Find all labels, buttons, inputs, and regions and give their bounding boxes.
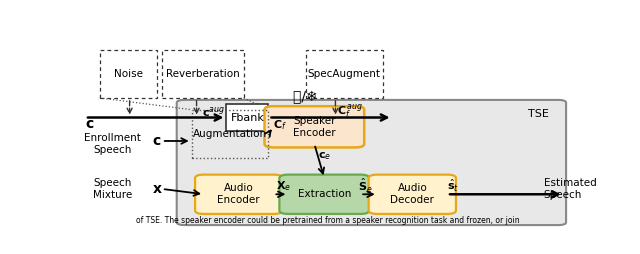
Text: $\mathbf{c}$: $\mathbf{c}$ — [152, 134, 161, 148]
Bar — [100, 50, 157, 98]
Text: Estimated
Speech: Estimated Speech — [544, 178, 596, 200]
FancyBboxPatch shape — [264, 106, 364, 147]
Text: Augmentation: Augmentation — [193, 129, 267, 139]
Text: $\mathbf{X}_{e}$: $\mathbf{X}_{e}$ — [276, 179, 291, 193]
Text: Audio
Decoder: Audio Decoder — [390, 183, 435, 205]
Text: $\mathbf{x}$: $\mathbf{x}$ — [152, 182, 163, 196]
FancyBboxPatch shape — [195, 174, 282, 214]
Text: Fbank: Fbank — [230, 113, 264, 122]
Text: Speech
Mixture: Speech Mixture — [93, 178, 132, 200]
FancyBboxPatch shape — [369, 174, 456, 214]
Text: TSE: TSE — [528, 109, 548, 119]
Bar — [227, 104, 269, 131]
Text: Reverberation: Reverberation — [166, 69, 239, 79]
Text: Audio
Encoder: Audio Encoder — [218, 183, 260, 205]
Text: Speaker
Encoder: Speaker Encoder — [293, 116, 335, 138]
Text: $\mathbf{c}^{aug}$: $\mathbf{c}^{aug}$ — [202, 105, 225, 119]
Text: $\hat{\mathbf{s}}_{t}$: $\hat{\mathbf{s}}_{t}$ — [447, 178, 459, 194]
Text: $\mathbf{C}_{f}^{\,aug}$: $\mathbf{C}_{f}^{\,aug}$ — [337, 103, 364, 121]
Bar — [191, 110, 269, 157]
Text: Noise: Noise — [114, 69, 143, 79]
Text: $\mathbf{c}_{e}$: $\mathbf{c}_{e}$ — [318, 150, 331, 162]
Text: of TSE. The speaker encoder could be pretrained from a speaker recognition task : of TSE. The speaker encoder could be pre… — [136, 216, 520, 225]
Text: $\hat{\mathbf{S}}_{e}$: $\hat{\mathbf{S}}_{e}$ — [358, 177, 372, 195]
Text: $\mathbf{c}$: $\mathbf{c}$ — [85, 117, 94, 131]
Text: Extraction: Extraction — [298, 189, 351, 199]
Text: Enrollment
Speech: Enrollment Speech — [84, 133, 141, 155]
Bar — [162, 50, 244, 98]
Text: 🔥/❄️: 🔥/❄️ — [293, 90, 318, 104]
Text: SpecAugment: SpecAugment — [308, 69, 381, 79]
FancyBboxPatch shape — [280, 174, 369, 214]
FancyBboxPatch shape — [177, 100, 566, 225]
Bar — [306, 50, 383, 98]
Text: $\mathbf{C}_{f}$: $\mathbf{C}_{f}$ — [273, 118, 287, 132]
